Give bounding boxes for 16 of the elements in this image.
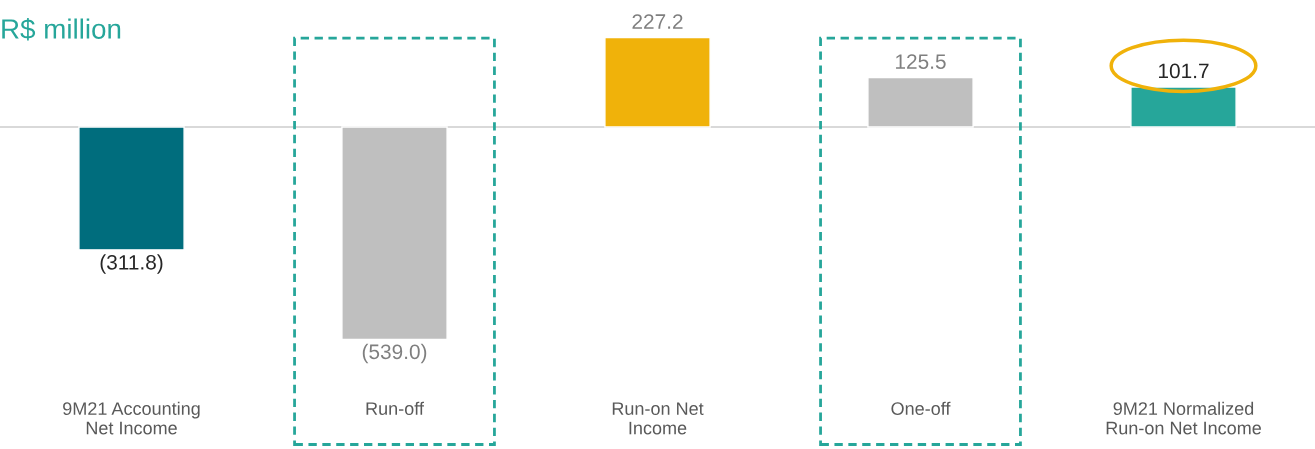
bar [341, 126, 448, 341]
x-tick-label: One-off [891, 401, 951, 415]
data-label: 125.5 [896, 54, 946, 69]
data-label: (311.8) [100, 254, 163, 274]
bar [604, 36, 711, 128]
x-tick-label: 9M21 Normalized Run-on Net Income [1106, 401, 1261, 435]
data-label: 227.2 [632, 14, 683, 29]
x-tick-label: Run-on Net Income [612, 402, 704, 435]
data-label: (539.0) [362, 343, 427, 364]
bar [867, 76, 974, 128]
chart-title: R$ million [2, 18, 121, 41]
bar [78, 126, 185, 251]
data-label: 101.7 [1159, 63, 1209, 79]
x-tick-label: 9M21 Accounting Net Income [63, 401, 200, 435]
bar [1130, 86, 1237, 128]
x-tick-label: Run-off [366, 401, 424, 415]
